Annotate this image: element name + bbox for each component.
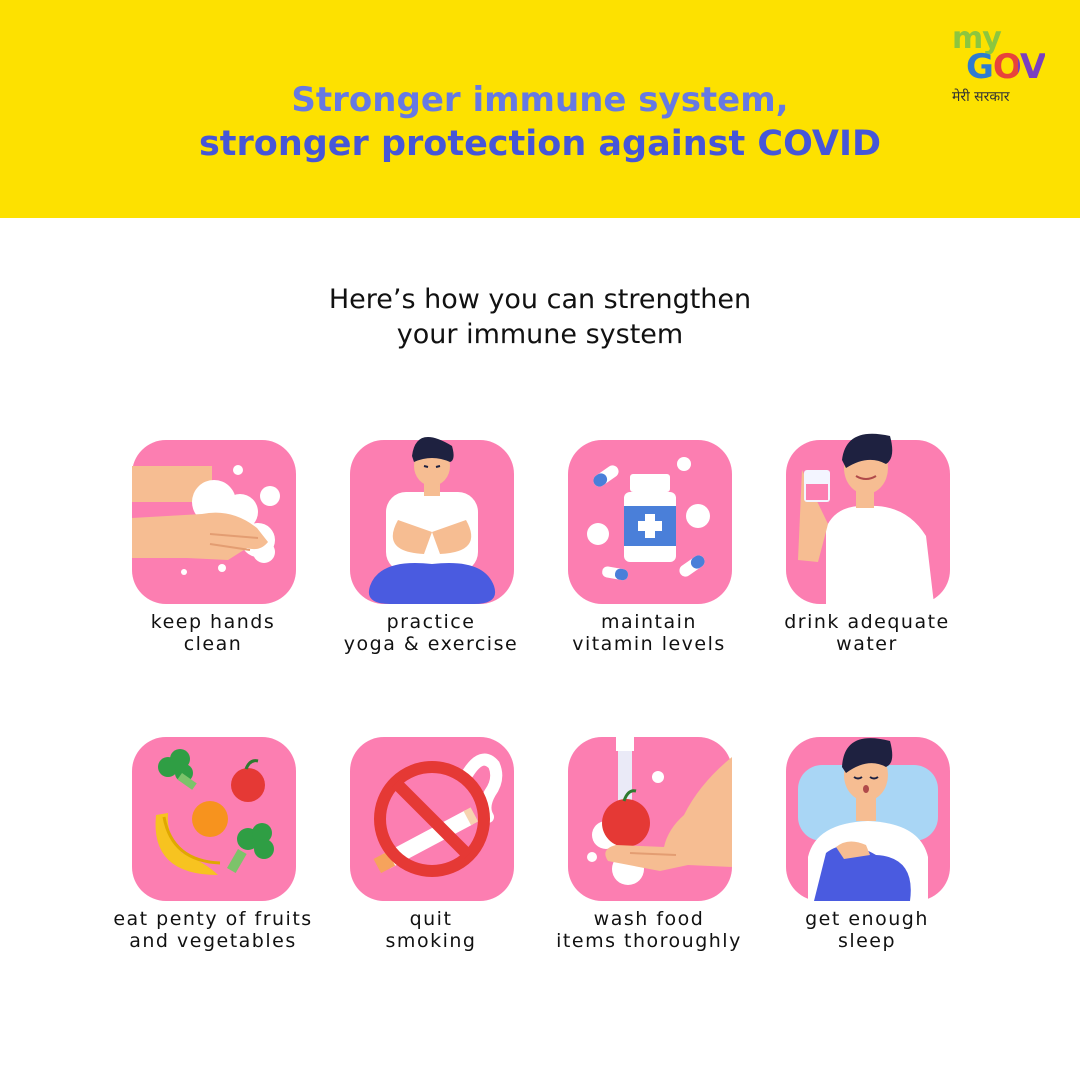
tip-caption-yoga: practice yoga & exercise bbox=[343, 611, 519, 655]
tip-caption-water: drink adequate water bbox=[784, 611, 950, 655]
tip-caption-sleep: get enough sleep bbox=[805, 908, 929, 952]
intro-heading-line2: your immune system bbox=[396, 319, 684, 350]
vitamin-bottle-icon bbox=[568, 440, 732, 604]
tip-caption-hands: keep hands clean bbox=[150, 611, 276, 655]
wash-food-icon bbox=[568, 737, 732, 901]
drinking-water-icon bbox=[786, 433, 950, 604]
logo-hindi-text: मेरी सरकार bbox=[952, 89, 1010, 105]
yoga-icon bbox=[350, 437, 514, 604]
tip-caption-wash-food: wash food items thoroughly bbox=[556, 908, 742, 952]
fruits-vegetables-icon bbox=[132, 737, 296, 901]
sleep-icon bbox=[786, 737, 950, 901]
intro-heading: Here’s how you can strengthen your immun… bbox=[0, 282, 1080, 352]
handwash-icon bbox=[132, 440, 296, 604]
logo-my-text: my bbox=[952, 21, 1002, 56]
intro-heading-line1: Here’s how you can strengthen bbox=[328, 284, 752, 315]
no-smoking-icon bbox=[350, 737, 514, 901]
tip-caption-smoking: quit smoking bbox=[385, 908, 477, 952]
tip-caption-fruits: eat penty of fruits and vegetables bbox=[113, 908, 313, 952]
logo-gov-text: GOV bbox=[966, 47, 1046, 87]
mygov-logo: my GOV मेरी सरकार bbox=[948, 22, 1058, 112]
page-title-line2: stronger protection against COVID bbox=[198, 124, 882, 164]
header-banner bbox=[0, 0, 1080, 218]
tip-caption-vitamins: maintain vitamin levels bbox=[572, 611, 726, 655]
page-title-line1: Stronger immune system, bbox=[291, 80, 789, 120]
